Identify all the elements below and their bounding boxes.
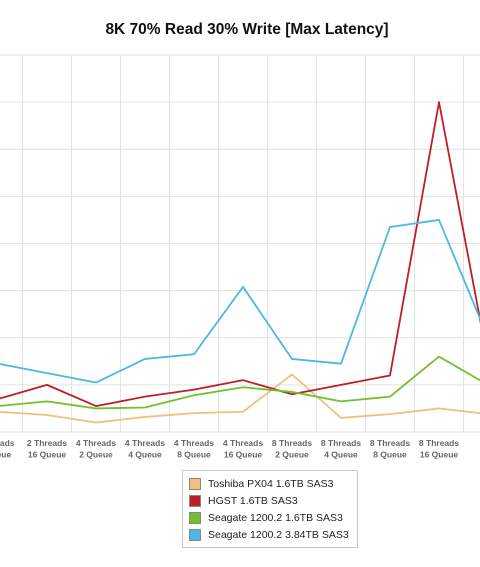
legend-swatch	[189, 478, 201, 490]
x-tick-label: 4 Threads 4 Queue	[125, 438, 165, 460]
series-line	[0, 373, 480, 424]
legend-item: Toshiba PX04 1.6TB SAS3	[189, 476, 334, 492]
legend-swatch	[189, 529, 201, 541]
legend-item: Seagate 1200.2 1.6TB SAS3	[189, 510, 343, 526]
chart-grid	[0, 54, 480, 433]
x-tick-label: 8 Threads 8 Queue	[370, 438, 410, 460]
x-tick-label: 8 Threads 4 Queue	[321, 438, 361, 460]
legend-item: Seagate 1200.2 3.84TB SAS3	[189, 527, 349, 543]
chart-series-lines	[0, 101, 480, 424]
series-line	[0, 101, 480, 407]
x-tick-label: 4 Threads 8 Queue	[174, 438, 214, 460]
x-tick-label: 2 Threads 16 Queue	[27, 438, 67, 460]
legend-label: Toshiba PX04 1.6TB SAS3	[208, 478, 334, 490]
legend-swatch	[189, 512, 201, 524]
chart-legend: Toshiba PX04 1.6TB SAS3 HGST 1.6TB SAS3 …	[182, 470, 358, 548]
legend-label: Seagate 1200.2 3.84TB SAS3	[208, 529, 349, 541]
legend-label: Seagate 1200.2 1.6TB SAS3	[208, 512, 343, 524]
legend-swatch	[189, 495, 201, 507]
x-tick-label: 8 Threads 16 Queue	[419, 438, 459, 460]
x-tick-label: ThreadsQueue	[0, 438, 15, 460]
legend-label: HGST 1.6TB SAS3	[208, 495, 298, 507]
chart-title: 8K 70% Read 30% Write [Max Latency]	[105, 21, 388, 38]
series-line	[0, 355, 480, 410]
x-tick-label: 8 Threads 2 Queue	[272, 438, 312, 460]
x-tick-label: 4 Threads 16 Queue	[223, 438, 263, 460]
x-tick-label: 4 Threads 2 Queue	[76, 438, 116, 460]
series-line	[0, 219, 480, 384]
legend-item: HGST 1.6TB SAS3	[189, 493, 298, 509]
